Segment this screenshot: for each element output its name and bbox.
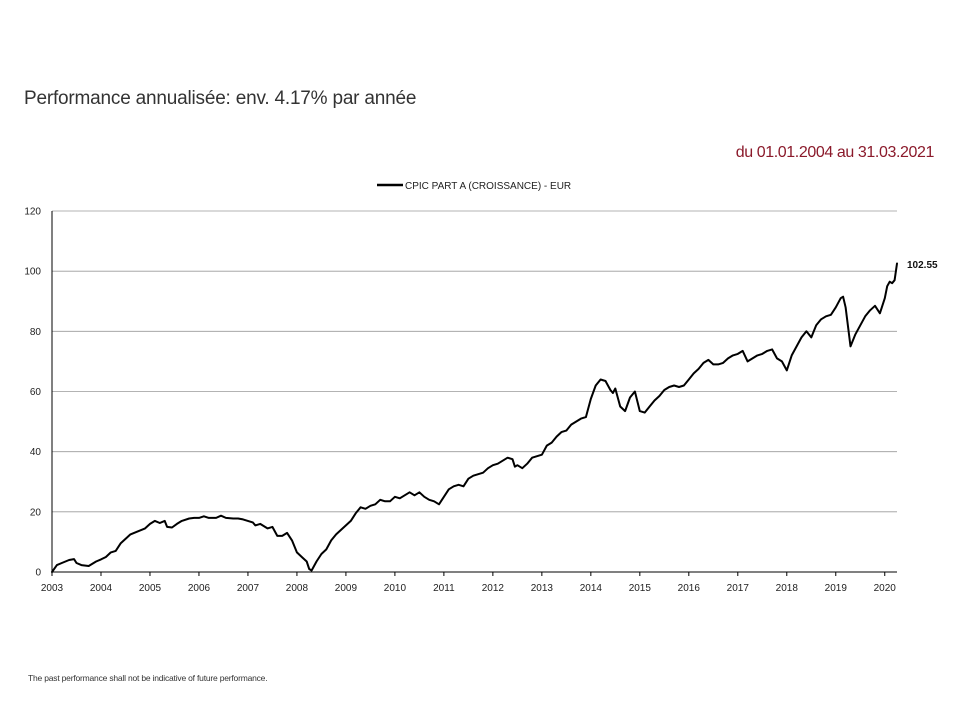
- x-tick-label: 2005: [139, 583, 162, 594]
- x-tick-label: 2013: [531, 583, 554, 594]
- end-value-label: 102.55: [907, 260, 938, 271]
- x-tick-label: 2006: [188, 583, 211, 594]
- series-lines: [51, 262, 898, 573]
- y-tick-label: 60: [30, 387, 42, 398]
- y-tick-label: 100: [24, 267, 41, 278]
- y-tick-label: 120: [24, 207, 41, 218]
- page-title: Performance annualisée: env. 4.17% par a…: [24, 88, 417, 109]
- x-tick-label: 2003: [41, 583, 64, 594]
- grid-lines: [52, 210, 897, 513]
- x-tick-label: 2019: [825, 583, 848, 594]
- series-line: [51, 262, 898, 573]
- x-tick-label: 2015: [629, 583, 652, 594]
- x-tick-label: 2016: [678, 583, 701, 594]
- axes: [51, 211, 897, 573]
- x-tick-label: 2009: [335, 583, 358, 594]
- x-tick-label: 2018: [776, 583, 799, 594]
- x-tick-label: 2017: [727, 583, 750, 594]
- y-tick-label: 40: [30, 447, 42, 458]
- x-tick-label: 2004: [90, 583, 113, 594]
- x-tick-label: 2011: [433, 583, 455, 594]
- x-tick-label: 2014: [580, 583, 603, 594]
- date-range-label: du 01.01.2004 au 31.03.2021: [735, 144, 935, 161]
- legend[interactable]: CPIC PART A (CROISSANCE) - EUR: [377, 181, 571, 192]
- disclaimer-text: The past performance shall not be indica…: [28, 673, 268, 683]
- x-tick-label: 2012: [482, 583, 505, 594]
- x-tick-label: 2008: [286, 583, 309, 594]
- x-tick-labels: 2003 2004 2005 2006 2007 2008 2009 2010 2011 2012…: [41, 572, 896, 594]
- y-tick-label: 80: [30, 327, 42, 338]
- y-tick-labels: 0 20 40 60 80 100 120: [24, 207, 41, 579]
- y-tick-label: 20: [30, 507, 42, 518]
- x-tick-label: 2020: [874, 583, 897, 594]
- x-tick-label: 2007: [237, 583, 260, 594]
- x-tick-label: 2010: [384, 583, 407, 594]
- legend-entry: CPIC PART A (CROISSANCE) - EUR: [405, 181, 571, 192]
- y-tick-label: 0: [35, 568, 41, 579]
